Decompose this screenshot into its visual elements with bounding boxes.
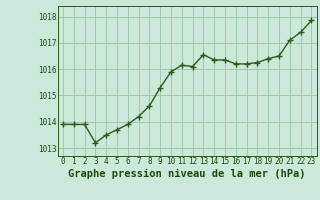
X-axis label: Graphe pression niveau de la mer (hPa): Graphe pression niveau de la mer (hPa) (68, 169, 306, 179)
